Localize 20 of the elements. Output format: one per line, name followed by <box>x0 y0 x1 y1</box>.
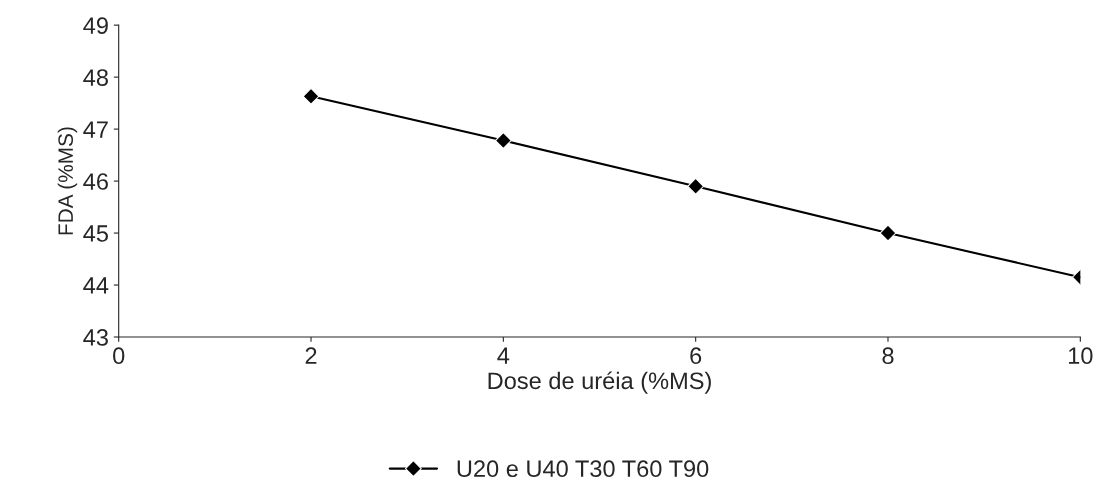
y-tick-label: 49 <box>83 17 108 34</box>
y-tick-label: 44 <box>83 277 109 294</box>
y-tick-label: 48 <box>83 69 108 86</box>
x-tick-label: 2 <box>305 347 317 364</box>
x-tick-label: 8 <box>882 347 894 365</box>
y-tick-label: 45 <box>83 225 108 242</box>
point <box>302 87 320 105</box>
x-axis-title: Dose de uréia (%MS) <box>488 371 711 394</box>
x-tick-label: 4 <box>497 347 510 364</box>
point <box>687 177 705 195</box>
y-tick-label: 46 <box>83 173 108 190</box>
x-tick-label: 0 <box>113 347 125 365</box>
y-tick-label: 47 <box>83 121 108 138</box>
point <box>879 224 897 242</box>
point <box>494 132 512 149</box>
y-axis-title: FDA (%MS) <box>57 127 78 235</box>
x-tick-label: 6 <box>690 347 702 365</box>
legend-label: U20 e U40 T30 T60 T90 <box>457 460 709 478</box>
x-tick-label: 10 <box>1068 347 1093 365</box>
y-tick-label: 43 <box>83 329 108 346</box>
